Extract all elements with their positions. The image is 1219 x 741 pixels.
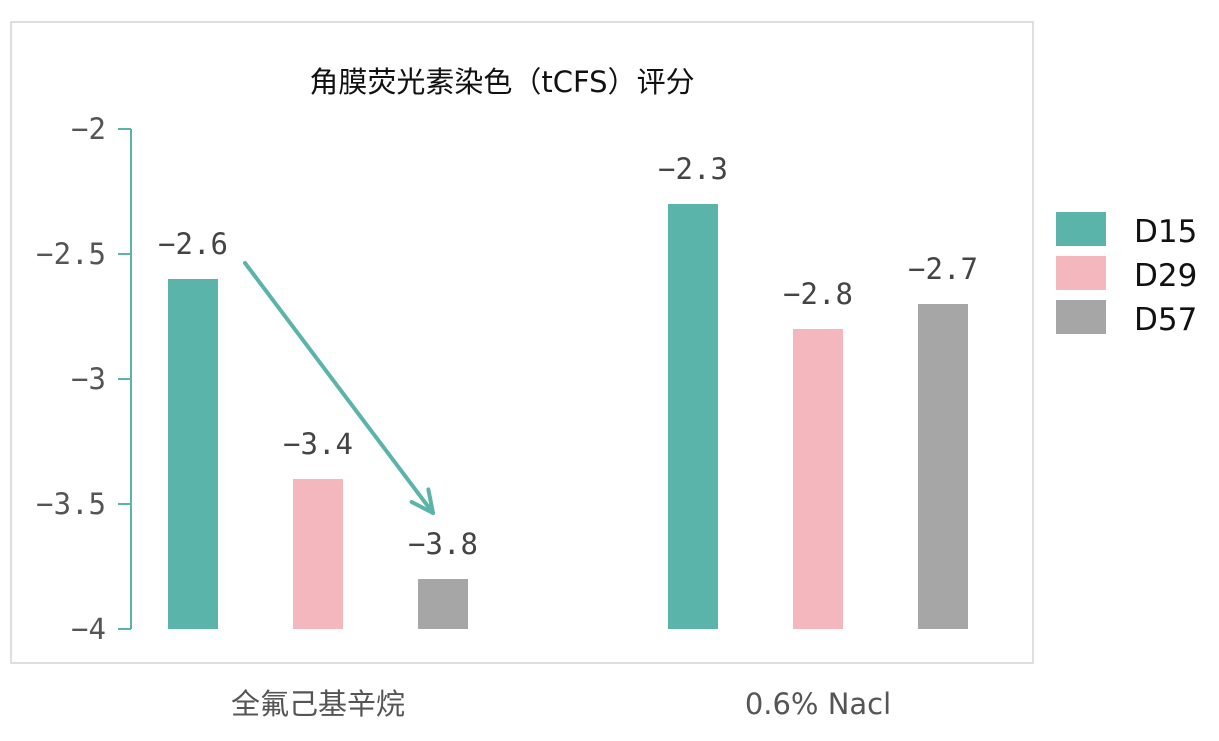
bar-d15-1 [668,204,718,629]
bar-d15-0 [168,279,218,629]
y-tick-label: −2.5 [36,237,106,271]
category-labels: 全氟己基辛烷 0.6% Nacl [231,687,891,721]
data-label: −3.8 [408,527,478,561]
legend-label-d15: D15 [1134,214,1197,250]
y-tick-label: −3 [71,362,106,396]
legend-label-d57: D57 [1134,302,1197,338]
arrow-shaft [243,261,435,515]
y-tick-label: −2 [71,112,106,146]
legend-swatch-d15 [1056,212,1106,246]
category-label: 全氟己基辛烷 [231,687,405,721]
data-label: −2.6 [158,227,228,261]
trend-arrow [243,261,435,515]
legend-label-d29: D29 [1134,258,1197,294]
legend-swatch-d29 [1056,256,1106,290]
bar-d29-1 [793,329,843,629]
data-label: −3.4 [283,427,353,461]
y-axis-ticks: −2 −2.5 −3 −3.5 −4 [36,112,131,646]
legend: D15 D29 D57 [1056,212,1197,338]
arrow-head [409,487,435,515]
y-tick-label: −3.5 [36,487,106,521]
data-label: −2.8 [783,277,853,311]
bar-d29-0 [293,479,343,629]
legend-swatch-d57 [1056,300,1106,334]
chart-title: 角膜荧光素染色（tCFS）评分 [309,65,694,99]
bar-d57-0 [418,579,468,629]
data-label: −2.7 [908,252,978,286]
bar-d57-1 [918,304,968,629]
data-labels: −2.6 −3.4 −3.8 −2.3 −2.8 −2.7 [158,152,978,561]
y-tick-label: −4 [71,612,106,646]
plot-frame [10,21,1034,664]
category-label: 0.6% Nacl [745,687,891,721]
bars [168,204,968,629]
data-label: −2.3 [658,152,728,186]
